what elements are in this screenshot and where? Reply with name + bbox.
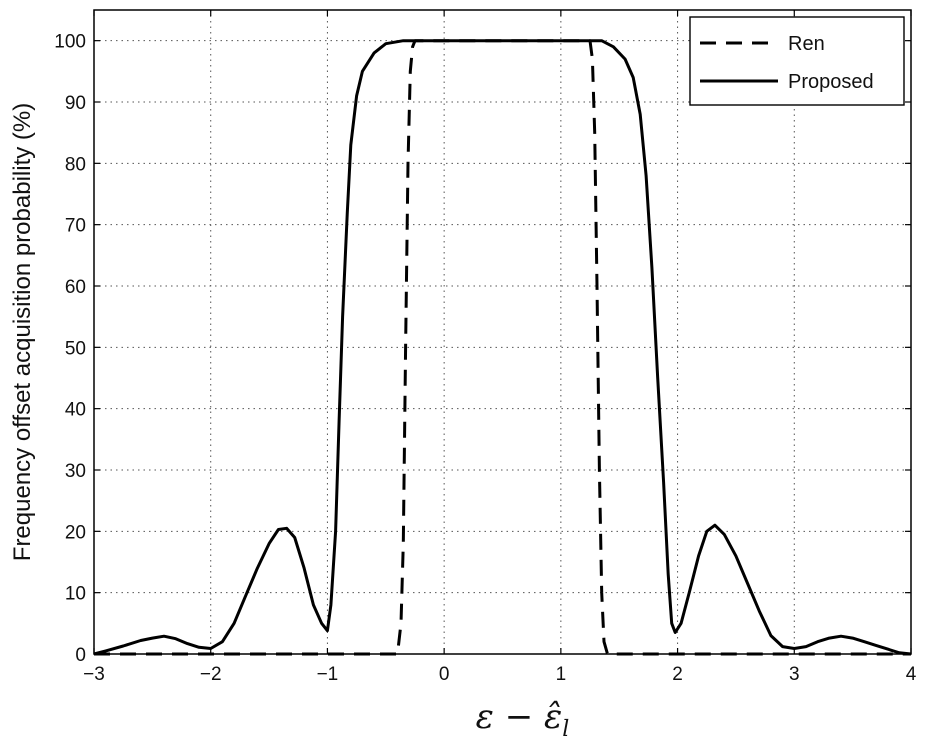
y-tick-label: 10 [65,584,86,605]
y-axis-label: Frequency offset acquisition probability… [9,103,36,561]
y-tick-label: 0 [75,645,86,666]
x-tick-label: −1 [317,664,339,685]
legend-label-proposed: Proposed [788,71,874,93]
plot-frame [93,9,912,655]
series-layer [93,39,912,656]
x-axis-label-main: ε − ε̂ [476,697,563,737]
x-tick-label: −2 [200,664,222,685]
x-tick-label: 2 [672,664,683,685]
legend-label-ren: Ren [788,33,825,55]
series-line-ren [94,39,911,656]
y-tick-label: 30 [65,461,86,482]
x-tick-label: 1 [556,664,567,685]
y-tick-label: 90 [65,93,86,114]
y-tick-label: 50 [65,338,86,359]
y-tick-label: 100 [54,32,86,53]
x-tick-label: 4 [906,664,917,685]
series-line-proposed [93,39,912,656]
y-tick-label: 20 [65,522,86,543]
y-tick-label: 60 [65,277,86,298]
x-tick-label: −3 [83,664,105,685]
x-axis-label: ε − ε̂l [476,697,570,742]
legend: Ren Proposed [689,16,905,106]
x-tick-label: 0 [439,664,450,685]
y-tick-label: 70 [65,216,86,237]
x-axis-label-subscript: l [562,717,569,742]
y-tick-label: 80 [65,154,86,175]
x-tick-label: 3 [789,664,800,685]
y-tick-label: 40 [65,400,86,421]
legend-box [689,16,905,106]
